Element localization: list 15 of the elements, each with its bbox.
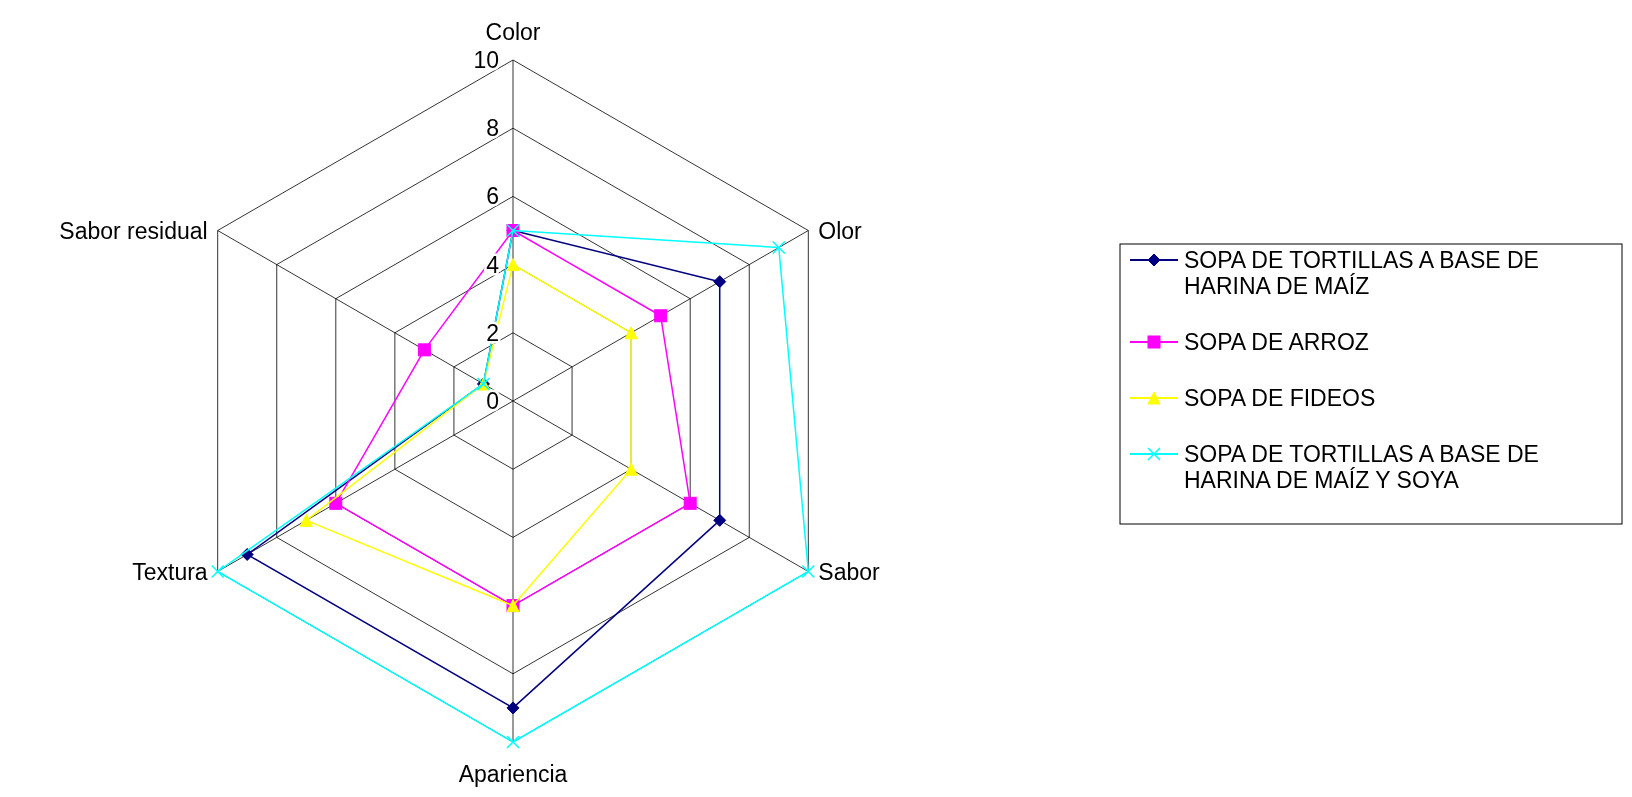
spoke-label: Sabor xyxy=(818,558,881,585)
spoke-label: Sabor residual xyxy=(59,217,208,244)
legend-label: SOPA DE FIDEOS xyxy=(1184,385,1376,411)
y-tick-label: 0 xyxy=(486,388,499,414)
legend-label: SOPA DE TORTILLAS A BASE DE HARINA DE MAÍZ xyxy=(1184,247,1539,299)
spoke-label: Apariencia xyxy=(458,761,568,787)
y-tick-label: 8 xyxy=(486,115,499,142)
spoke-label: Color xyxy=(485,19,541,45)
spoke-label: Olor xyxy=(818,217,863,244)
spoke-label: Textura xyxy=(132,558,208,585)
y-tick-label: 6 xyxy=(486,183,499,210)
legend-label: SOPA DE TORTILLAS A BASE DE HARINA DE MAÍZ Y SOYA xyxy=(1184,441,1539,493)
y-tick-label: 4 xyxy=(486,251,500,278)
legend-label: SOPA DE ARROZ xyxy=(1184,329,1369,355)
y-tick-label: 10 xyxy=(473,47,499,73)
